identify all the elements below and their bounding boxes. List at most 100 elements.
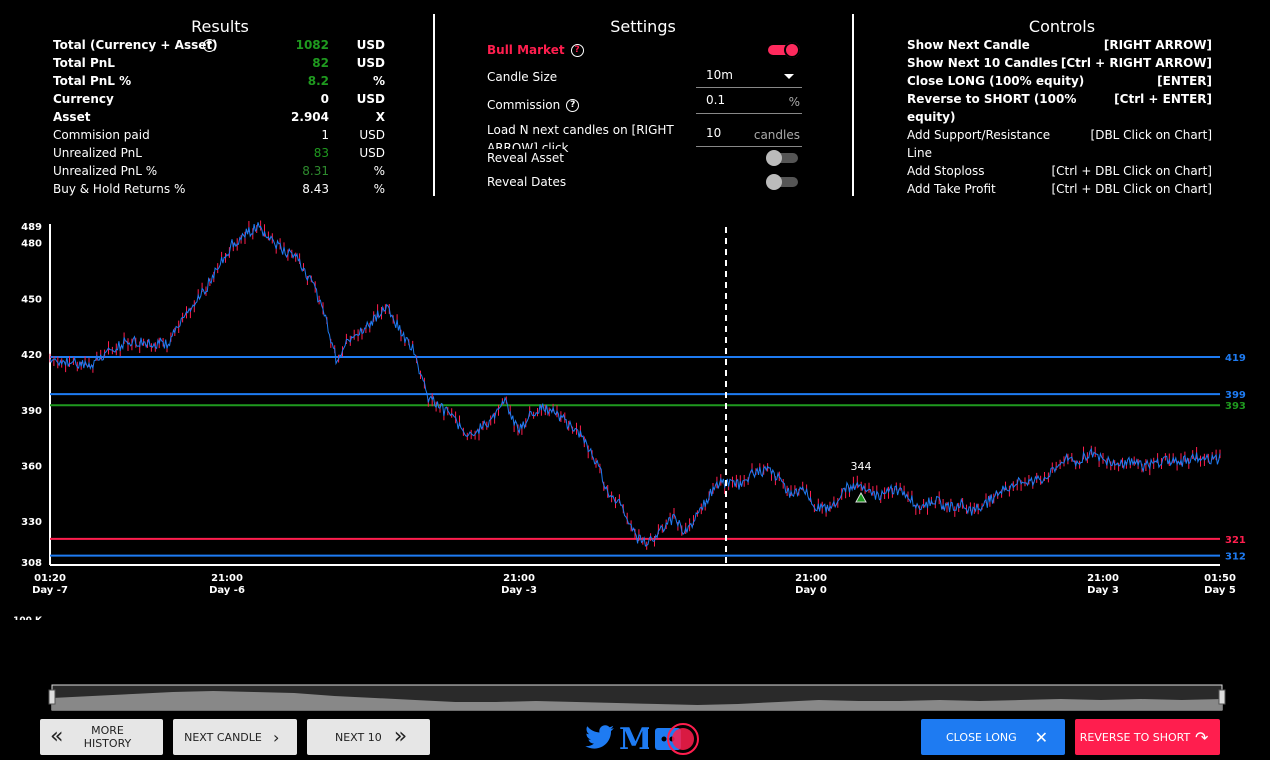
x-tick-day: Day -3: [501, 585, 537, 596]
navigator-handle[interactable]: [1218, 689, 1226, 705]
commission-label: Commission?: [487, 96, 580, 114]
load-n-unit: candles: [753, 128, 800, 142]
more-history-label: MORE HISTORY: [83, 724, 132, 750]
svg-text:M: M: [619, 724, 649, 752]
x-tick-day: Day 0: [795, 585, 827, 596]
candle-wicks: [49, 220, 1221, 550]
result-value: 83: [313, 146, 329, 160]
double-chevron-right-icon: »: [393, 724, 408, 749]
y-tick-label: 420: [21, 350, 42, 361]
candle-size-value: 10m: [706, 68, 733, 82]
bull-market-label: Bull Market?: [487, 41, 584, 59]
commission-input[interactable]: 0.1 %: [696, 91, 802, 114]
next-candle-label: NEXT CANDLE: [184, 730, 262, 744]
result-label: Unrealized PnL: [53, 146, 142, 160]
control-label: Reverse to SHORT (100%: [907, 92, 1077, 106]
result-label: Buy & Hold Returns %: [53, 182, 186, 196]
control-label: Show Next 10 Candles: [907, 56, 1058, 70]
y-tick-label: 489: [21, 222, 42, 233]
close-long-label: CLOSE LONG: [946, 730, 1017, 744]
reveal-asset-toggle[interactable]: [766, 150, 798, 166]
result-value: 8.31: [302, 164, 329, 178]
result-label: Asset: [53, 110, 91, 124]
x-tick-day: Day -6: [209, 585, 245, 596]
result-unit: USD: [359, 128, 385, 142]
toggle-knob: [766, 174, 782, 190]
help-icon[interactable]: ?: [203, 39, 216, 52]
toggle-knob: [784, 42, 800, 58]
x-tick-time: 21:00: [795, 573, 827, 584]
volume-tick-label: 100 K: [13, 616, 43, 620]
result-label: Total PnL: [53, 56, 115, 70]
twitter-icon[interactable]: [584, 722, 616, 752]
discord-icon[interactable]: [653, 722, 703, 758]
navigator-handle[interactable]: [48, 689, 56, 705]
y-tick-label: 390: [21, 406, 42, 417]
x-tick-day: Day 5: [1204, 585, 1236, 596]
reverse-to-short-button[interactable]: REVERSE TO SHORT ↷: [1075, 719, 1220, 755]
result-value: 1: [321, 128, 329, 142]
level-line-label: 419: [1225, 353, 1246, 364]
result-label: Commision paid: [53, 128, 150, 142]
control-shortcut: [ENTER]: [1157, 74, 1212, 88]
x-tick-day: Day 3: [1087, 585, 1119, 596]
result-unit: %: [372, 74, 385, 88]
commission-value: 0.1: [706, 93, 726, 107]
level-line-label: 312: [1225, 552, 1246, 563]
result-label: Total (Currency + Asset): [53, 38, 218, 52]
commission-unit: %: [788, 95, 800, 109]
control-label: Close LONG (100% equity): [907, 74, 1085, 88]
control-label: Add Take Profit: [907, 182, 996, 196]
chevron-down-icon: [784, 74, 794, 79]
control-shortcut: [Ctrl + DBL Click on Chart]: [1051, 182, 1212, 196]
controls-title: Controls: [1028, 17, 1096, 36]
help-icon[interactable]: ?: [566, 99, 580, 112]
x-tick-day: Day -7: [32, 585, 68, 596]
y-tick-label: 308: [21, 558, 42, 569]
control-label-cont: Line: [907, 146, 933, 160]
range-navigator[interactable]: [0, 680, 1270, 720]
bull-market-toggle[interactable]: [768, 42, 800, 58]
control-shortcut: [Ctrl + DBL Click on Chart]: [1051, 164, 1212, 178]
control-shortcut: [DBL Click on Chart]: [1090, 128, 1212, 142]
result-unit: X: [375, 110, 385, 124]
next-candle-button[interactable]: NEXT CANDLE ›: [173, 719, 297, 755]
divider-right: [852, 14, 854, 196]
result-label: Currency: [53, 92, 114, 106]
load-n-label: Load N next candles on [RIGHT ARROW] cli…: [487, 123, 674, 155]
next-10-button[interactable]: NEXT 10 »: [307, 719, 430, 755]
x-tick-time: 21:00: [503, 573, 535, 584]
result-value: 8.43: [302, 182, 329, 196]
long-entry-marker-icon: [855, 491, 867, 503]
close-icon: ✕: [1034, 727, 1049, 747]
x-tick-time: 01:20: [34, 573, 66, 584]
y-tick-label: 450: [21, 294, 42, 305]
control-label: Add Support/Resistance: [907, 128, 1051, 142]
x-tick-time: 21:00: [211, 573, 243, 584]
entry-price-label: 344: [851, 460, 872, 473]
reveal-asset-label: Reveal Asset: [487, 149, 564, 167]
candle-size-label: Candle Size: [487, 70, 558, 84]
control-label: Show Next Candle: [907, 38, 1030, 52]
reveal-dates-label: Reveal Dates: [487, 175, 567, 189]
divider-left: [433, 14, 435, 196]
result-value: 0: [320, 92, 329, 106]
price-line: [49, 222, 1221, 547]
load-n-input[interactable]: 10 candles: [696, 124, 802, 147]
candle-size-select[interactable]: 10m: [696, 65, 802, 88]
control-label-cont: equity): [907, 110, 956, 124]
result-label: Unrealized PnL %: [53, 164, 158, 178]
more-history-button[interactable]: « MORE HISTORY: [40, 719, 163, 755]
help-icon[interactable]: ?: [570, 44, 584, 57]
chevron-right-icon: ›: [273, 727, 280, 747]
close-long-button[interactable]: CLOSE LONG ✕: [921, 719, 1065, 755]
medium-icon[interactable]: M: [619, 724, 649, 752]
double-chevron-left-icon: «: [50, 724, 64, 749]
load-n-value: 10: [706, 126, 722, 140]
results-title: Results: [191, 17, 249, 36]
next-10-label: NEXT 10: [335, 730, 382, 744]
reveal-dates-toggle[interactable]: [766, 174, 798, 190]
result-unit: USD: [356, 92, 385, 106]
control-shortcut: [Ctrl + ENTER]: [1114, 92, 1212, 106]
